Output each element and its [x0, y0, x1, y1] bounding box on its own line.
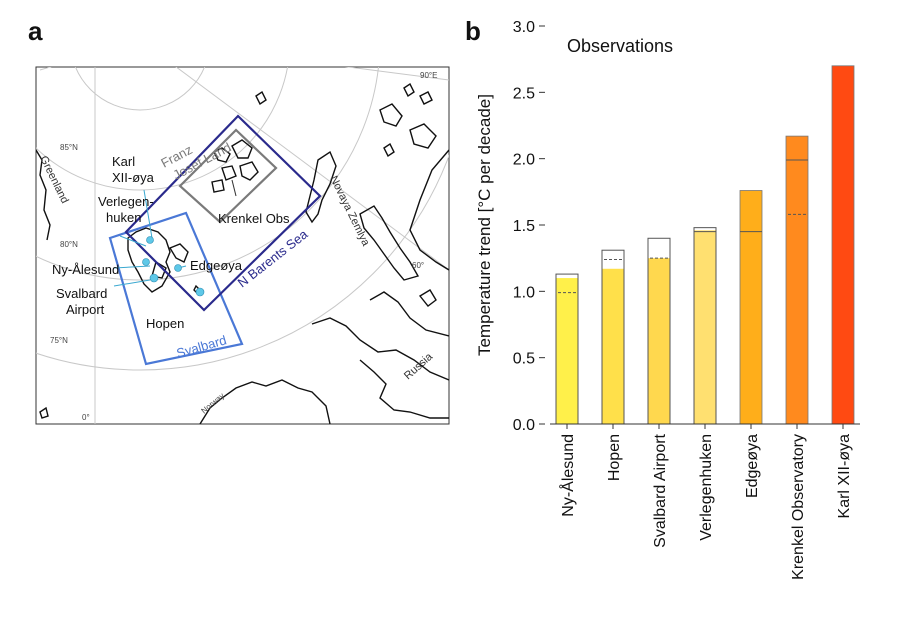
- label-hopen: Hopen: [146, 316, 184, 331]
- label-ny-alesund: Ny-Ålesund: [52, 262, 119, 277]
- label-karl-2: XII-øya: [112, 170, 155, 185]
- station-hopen: [195, 287, 205, 297]
- label-karl-1: Karl: [112, 154, 135, 169]
- x-tick-label: Krenkel Observatory: [790, 434, 807, 580]
- station-edgeoya: [174, 264, 182, 272]
- bar: [648, 258, 670, 424]
- bars: [555, 65, 855, 425]
- label-verlegenhuken-2: huken: [106, 210, 141, 225]
- label-svalbard-airport-1: Svalbard: [56, 286, 107, 301]
- x-tick-label: Edgeøya: [744, 434, 761, 498]
- chart-title: Observations: [567, 36, 673, 56]
- y-tick-label: 0.5: [513, 351, 535, 368]
- bar: [556, 278, 578, 424]
- label-lon-90: 90°E: [420, 71, 437, 80]
- label-verlegenhuken-1: Verlegen-: [98, 194, 154, 209]
- label-lat-75: 75°N: [50, 336, 68, 345]
- x-tick-label: Ny-Ålesund: [558, 434, 577, 517]
- y-axis-title: Temperature trend [°C per decade]: [475, 94, 494, 356]
- station-svalbard-airport: [149, 273, 159, 283]
- y-tick-label: 2.5: [513, 85, 535, 102]
- x-tick-label: Hopen: [606, 434, 623, 481]
- station-markers: [142, 236, 205, 297]
- label-svalbard-airport-2: Airport: [66, 302, 105, 317]
- label-lon-60: 60°: [412, 261, 424, 270]
- y-tick-label: 1.0: [513, 284, 535, 301]
- y-tick-label: 1.5: [513, 218, 535, 235]
- latitude-circles: [36, 67, 449, 371]
- station-verlegenhuken: [146, 236, 154, 244]
- station-ny-alesund: [142, 258, 150, 266]
- franz-josef-land-box: [178, 128, 278, 224]
- bar: [694, 230, 716, 424]
- x-axis-labels: Ny-Ålesund Hopen Svalbard Airport Verlegenh…: [558, 424, 853, 580]
- label-edgeoya: Edgeøya: [190, 258, 243, 273]
- panel-b-letter: b: [465, 16, 481, 46]
- bar: [740, 190, 762, 424]
- bar-chart: Observations Temperature trend [°C per d…: [475, 19, 860, 580]
- bar: [832, 65, 854, 425]
- n-barents-sea-box: [124, 114, 322, 312]
- x-tick-label: Verlegenhuken: [698, 434, 715, 541]
- x-tick-label: Svalbard Airport: [652, 433, 669, 547]
- x-tick-label: Karl XII-øya: [836, 434, 853, 519]
- bar: [786, 136, 808, 424]
- label-lat-80: 80°N: [60, 240, 78, 249]
- y-tick-label: 2.0: [513, 152, 535, 169]
- label-lon-0: 0°: [82, 413, 90, 422]
- map-panel: 85°N 80°N 75°N 90°E 0° 60° Greenland Kar…: [35, 66, 450, 425]
- map-frame: [35, 66, 450, 425]
- y-tick-label: 0.0: [513, 417, 535, 434]
- label-krenkel: Krenkel Obs: [218, 211, 290, 226]
- meridians: [39, 67, 449, 424]
- label-lat-85: 85°N: [60, 143, 78, 152]
- bar: [602, 268, 624, 424]
- svalbard-region-box: [108, 211, 244, 366]
- y-axis: 0.0 0.5 1.0 1.5 2.0 2.5 3.0: [513, 19, 545, 434]
- y-tick-label: 3.0: [513, 19, 535, 36]
- panel-a-letter: a: [28, 16, 43, 46]
